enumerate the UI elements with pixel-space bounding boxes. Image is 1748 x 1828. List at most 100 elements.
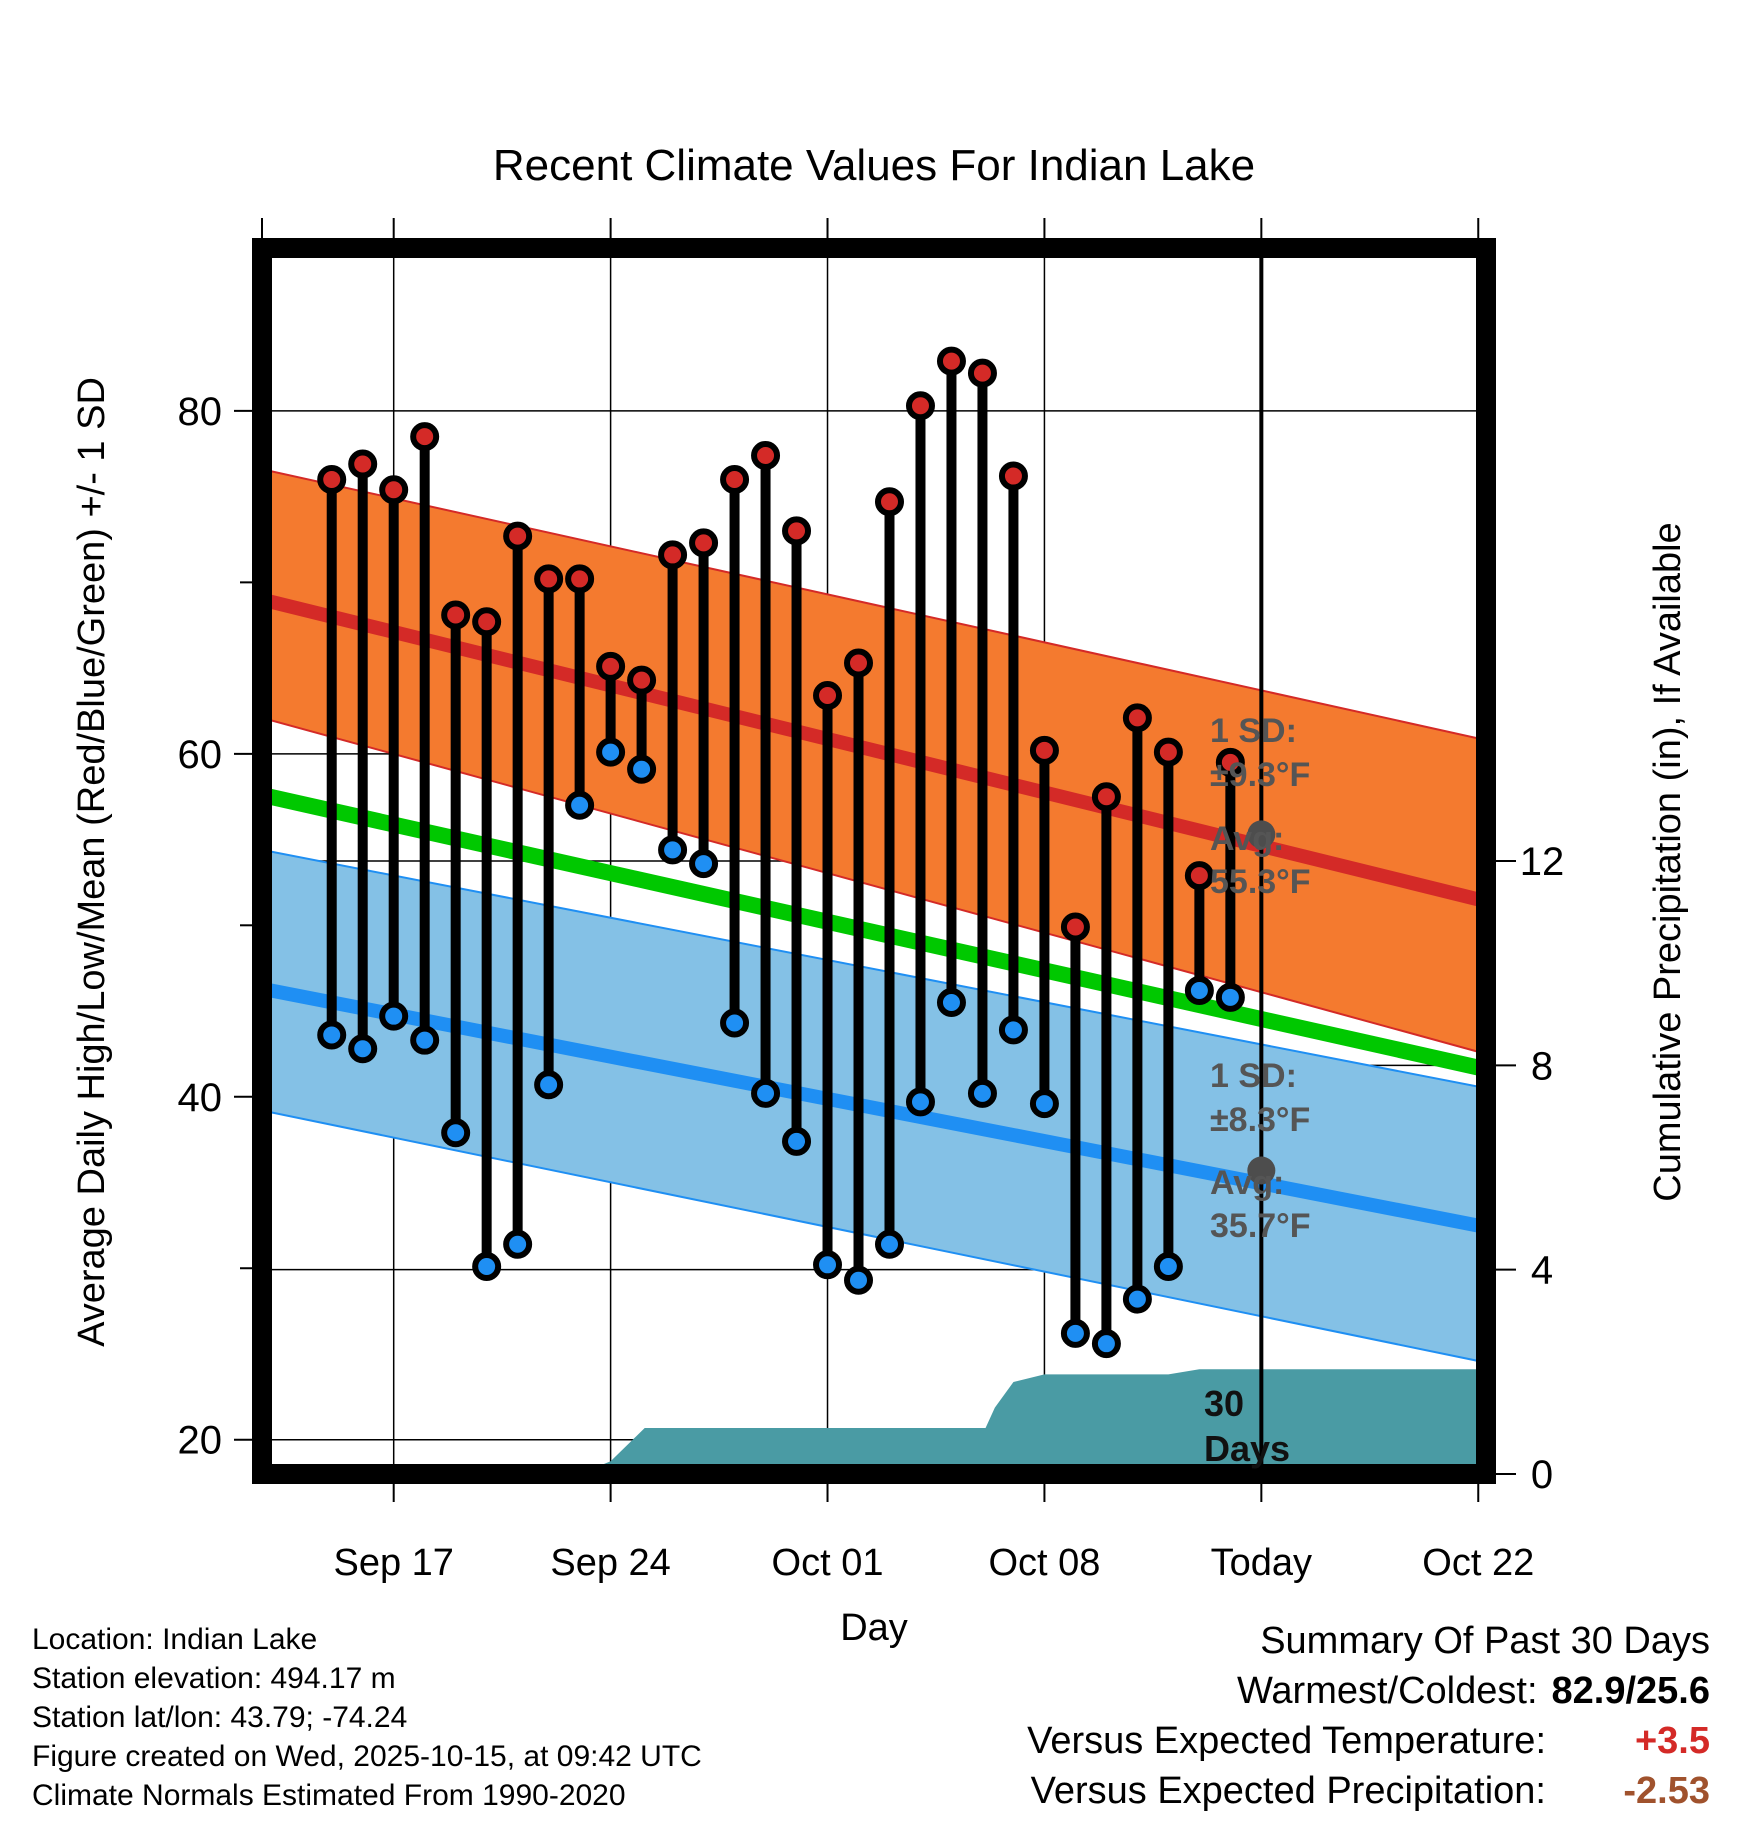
daily-low-point <box>472 1252 502 1282</box>
mean-average-line <box>262 787 1486 1078</box>
daily-high-point <box>379 475 409 505</box>
precipitation-area <box>471 1369 1486 1474</box>
x-tick-label: Oct 22 <box>1422 1542 1534 1584</box>
high-average-line <box>262 592 1486 909</box>
daily-high-point <box>1153 737 1183 767</box>
temp-label: Versus Expected Temperature: <box>1027 1720 1546 1762</box>
today-high-avg-marker <box>1247 820 1276 849</box>
temp-value: +3.5 <box>1634 1720 1710 1762</box>
low-average-line <box>262 981 1486 1234</box>
daily-high-point <box>1060 912 1090 942</box>
daily-high-point <box>658 540 688 570</box>
daily-high-point <box>1215 747 1245 777</box>
precip-label: Versus Expected Precipitation: <box>1030 1770 1546 1812</box>
daily-low-point <box>998 1015 1028 1045</box>
days-label: Days <box>1204 1428 1290 1469</box>
high-sd-band <box>262 468 1486 1055</box>
daily-observations <box>317 346 1245 1359</box>
days-annotation: 30 Days <box>1204 1383 1290 1469</box>
today-markers <box>1247 820 1276 1185</box>
daily-high-point <box>596 651 626 681</box>
y-tick-label: 60 <box>178 733 223 777</box>
today-low-avg-marker <box>1247 1156 1276 1185</box>
y-axis-label: Average Daily High/Low/Mean (Red/Blue/Gr… <box>71 377 113 1347</box>
daily-low-point <box>534 1070 564 1100</box>
daily-low-point <box>441 1118 471 1148</box>
daily-low-point <box>348 1034 378 1064</box>
chart-title: Recent Climate Values For Indian Lake <box>493 141 1255 190</box>
summary-precip-row: Versus Expected Precipitation: -2.53 <box>1027 1766 1710 1816</box>
daily-high-point <box>844 648 874 678</box>
daily-high-point <box>534 564 564 594</box>
daily-low-point <box>1153 1252 1183 1282</box>
y-tick-label: 20 <box>178 1419 223 1463</box>
daily-high-point <box>936 346 966 376</box>
daily-low-point <box>813 1250 843 1280</box>
daily-high-point <box>1184 861 1214 891</box>
elevation-text: Station elevation: 494.17 m <box>32 1662 396 1695</box>
x-tick-label: Oct 08 <box>988 1542 1100 1584</box>
daily-low-point <box>1122 1284 1152 1314</box>
precip-value: -2.53 <box>1623 1770 1710 1812</box>
daily-low-point <box>720 1008 750 1038</box>
low-annotations: 1 SD: ±8.3°F Avg: 35.7°F <box>1210 1057 1311 1245</box>
x-tick-label: Sep 17 <box>333 1542 453 1584</box>
y2-tick-label: 8 <box>1531 1044 1553 1088</box>
daily-high-point <box>317 464 347 494</box>
latlon-text: Station lat/lon: 43.79; -74.24 <box>32 1701 408 1734</box>
summary-panel: Summary Of Past 30 Days Warmest/Coldest:… <box>1027 1616 1710 1816</box>
daily-low-point <box>874 1229 904 1259</box>
location-text: Location: Indian Lake <box>32 1623 318 1656</box>
daily-low-point <box>596 737 626 767</box>
daily-high-point <box>967 358 997 388</box>
x-tick-label: Today <box>1211 1542 1312 1584</box>
y-tick-label: 80 <box>178 390 223 434</box>
daily-high-point <box>472 607 502 637</box>
daily-low-point <box>689 849 719 879</box>
daily-high-point <box>348 449 378 479</box>
daily-high-point <box>1091 782 1121 812</box>
daily-high-point <box>720 464 750 494</box>
high-sd-value: ±9.3°F <box>1210 756 1310 794</box>
low-avg-value: 35.7°F <box>1210 1207 1311 1245</box>
daily-low-point <box>503 1229 533 1259</box>
daily-high-point <box>1029 735 1059 765</box>
y2-tick-label: 0 <box>1531 1453 1553 1497</box>
daily-low-point <box>1060 1318 1090 1348</box>
summary-warm-cold-row: Warmest/Coldest: 82.9/25.6 <box>1027 1666 1710 1716</box>
daily-high-point <box>813 681 843 711</box>
created-text: Figure created on Wed, 2025-10-15, at 09… <box>32 1740 702 1773</box>
daily-high-point <box>1122 703 1152 733</box>
y2-axis-label: Cumulative Precipitation (in), If Availa… <box>1647 522 1689 1201</box>
daily-low-point <box>967 1078 997 1108</box>
y2-tick-label: 12 <box>1520 840 1565 884</box>
daily-low-point <box>379 1001 409 1031</box>
daily-low-point <box>1215 982 1245 1012</box>
daily-low-point <box>905 1087 935 1117</box>
daily-high-point <box>751 440 781 470</box>
daily-low-point <box>1091 1329 1121 1359</box>
daily-low-point <box>1029 1089 1059 1119</box>
summary-title: Summary Of Past 30 Days <box>1260 1620 1710 1662</box>
daily-low-point <box>410 1025 440 1055</box>
daily-low-point <box>627 754 657 784</box>
x-tick-label: Sep 24 <box>550 1542 670 1584</box>
daily-high-point <box>503 521 533 551</box>
daily-low-point <box>844 1265 874 1295</box>
x-tick-label: Oct 01 <box>772 1542 884 1584</box>
y2-tick-label: 4 <box>1531 1249 1553 1293</box>
daily-high-point <box>689 528 719 558</box>
low-avg-label: Avg: <box>1210 1164 1284 1202</box>
warm-cold-label: Warmest/Coldest: <box>1236 1670 1538 1712</box>
axes: 20 40 60 80 0 4 8 12 Sep 17 Sep 24 Oct 01 Oct 08 Tod… <box>178 218 1565 1584</box>
low-sd-label: 1 SD: <box>1210 1057 1297 1095</box>
high-annotations: 1 SD: ±9.3°F Avg: 55.3°F <box>1210 712 1311 901</box>
daily-high-point <box>782 516 812 546</box>
daily-high-point <box>441 600 471 630</box>
y-tick-label: 40 <box>178 1076 223 1120</box>
daily-high-point <box>410 422 440 452</box>
daily-low-point <box>565 790 595 820</box>
plot-frame <box>252 238 1496 1484</box>
daily-high-point <box>905 391 935 421</box>
